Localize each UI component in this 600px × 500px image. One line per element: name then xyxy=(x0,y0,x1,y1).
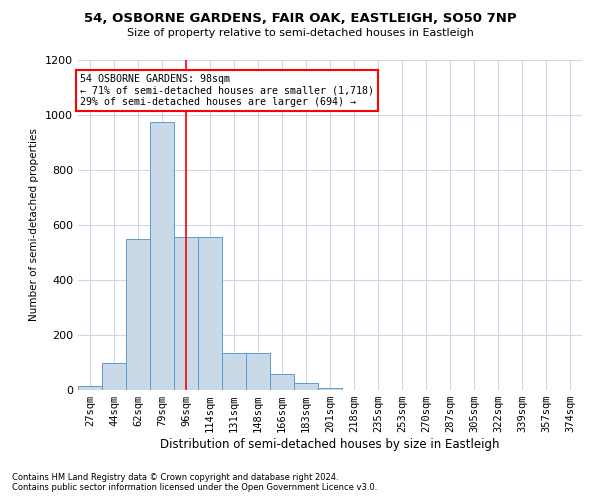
Bar xyxy=(222,353,246,390)
Bar xyxy=(174,238,198,390)
X-axis label: Distribution of semi-detached houses by size in Eastleigh: Distribution of semi-detached houses by … xyxy=(160,438,500,451)
Text: 54, OSBORNE GARDENS, FAIR OAK, EASTLEIGH, SO50 7NP: 54, OSBORNE GARDENS, FAIR OAK, EASTLEIGH… xyxy=(83,12,517,26)
Bar xyxy=(126,239,150,390)
Bar xyxy=(294,383,318,390)
Bar xyxy=(270,374,294,390)
Text: Contains HM Land Registry data © Crown copyright and database right 2024.: Contains HM Land Registry data © Crown c… xyxy=(12,474,338,482)
Bar xyxy=(150,122,174,390)
Bar xyxy=(246,353,270,390)
Bar xyxy=(198,238,222,390)
Text: Size of property relative to semi-detached houses in Eastleigh: Size of property relative to semi-detach… xyxy=(127,28,473,38)
Y-axis label: Number of semi-detached properties: Number of semi-detached properties xyxy=(29,128,40,322)
Text: Contains public sector information licensed under the Open Government Licence v3: Contains public sector information licen… xyxy=(12,484,377,492)
Bar xyxy=(102,362,126,390)
Bar xyxy=(78,386,102,390)
Text: 54 OSBORNE GARDENS: 98sqm
← 71% of semi-detached houses are smaller (1,718)
29% : 54 OSBORNE GARDENS: 98sqm ← 71% of semi-… xyxy=(80,74,374,107)
Bar xyxy=(318,388,342,390)
